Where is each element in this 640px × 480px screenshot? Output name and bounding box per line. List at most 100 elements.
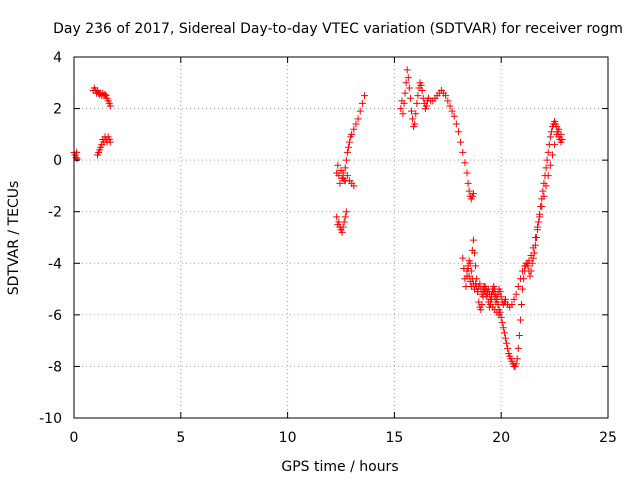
data-point [414, 92, 422, 100]
data-point [527, 267, 535, 275]
data-point [454, 128, 462, 136]
data-point [512, 360, 520, 368]
data-point [450, 112, 458, 120]
data-point [551, 141, 559, 149]
data-point [516, 316, 524, 324]
data-point [558, 136, 566, 144]
data-point [342, 156, 350, 164]
data-point [515, 331, 523, 339]
x-tick-label: 10 [279, 430, 297, 446]
data-point [514, 282, 522, 290]
data-point [493, 295, 501, 303]
data-point [513, 355, 521, 363]
data-point [101, 90, 109, 98]
data-point [514, 344, 522, 352]
data-point [540, 192, 548, 200]
data-point [508, 301, 516, 309]
x-tick-labels: 0 5 10 15 20 25 [70, 430, 617, 446]
data-point [490, 288, 498, 296]
data-point [348, 130, 356, 138]
data-point [468, 275, 476, 283]
y-tick-label: 0 [53, 153, 62, 169]
data-point [542, 182, 550, 190]
data-point [469, 236, 477, 244]
data-point [536, 213, 544, 221]
data-point [544, 148, 552, 156]
x-tick-label: 20 [492, 430, 510, 446]
data-point [417, 81, 425, 89]
data-point [544, 172, 552, 180]
data-point [463, 169, 471, 177]
data-point [471, 249, 478, 257]
data-point [399, 110, 407, 118]
data-point [356, 107, 364, 115]
data-point [555, 125, 563, 133]
data-point [442, 92, 450, 100]
data-point [519, 285, 527, 293]
data-point [333, 213, 341, 221]
data-point [403, 66, 411, 74]
x-tick-label: 15 [385, 430, 403, 446]
data-point [531, 234, 539, 241]
data-point [557, 130, 565, 138]
data-point [334, 161, 342, 169]
y-tick-label: -2 [48, 205, 62, 221]
data-point [346, 138, 354, 146]
data-point [409, 115, 417, 123]
data-point [336, 179, 344, 187]
data-point [543, 156, 551, 164]
chart-title: Day 236 of 2017, Sidereal Day-to-day VTE… [53, 21, 623, 37]
data-point [527, 252, 535, 260]
data-point [354, 115, 362, 123]
data-point [547, 128, 555, 136]
data-point [503, 339, 511, 347]
data-point [338, 228, 346, 236]
data-point [459, 254, 467, 262]
data-point [106, 102, 114, 110]
x-tick-label: 0 [70, 430, 79, 446]
data-point [342, 208, 350, 216]
data-point [464, 262, 472, 270]
data-point [413, 99, 421, 107]
data-point [519, 267, 527, 275]
data-point [501, 334, 509, 342]
data-point [480, 282, 488, 290]
data-point [535, 218, 543, 226]
data-point [350, 182, 358, 190]
data-point [548, 151, 556, 159]
y-tick-labels: -10 -8 -6 -4 -2 0 2 4 [39, 50, 62, 427]
data-point [352, 120, 360, 128]
data-point [340, 218, 348, 226]
data-point [412, 110, 420, 118]
y-tick-label: -6 [48, 308, 62, 324]
data-point [497, 293, 505, 301]
data-point [472, 262, 480, 270]
data-point [341, 164, 349, 172]
data-point [350, 125, 358, 133]
y-tick-label: -8 [48, 359, 62, 375]
data-point [517, 301, 525, 309]
data-point [538, 203, 546, 211]
data-point [500, 329, 508, 337]
data-point [497, 313, 505, 321]
data-point [406, 94, 414, 102]
data-point [446, 102, 454, 110]
y-axis-label: SDTVAR / TECUs [6, 181, 22, 296]
data-point [465, 187, 473, 195]
data-points [70, 66, 566, 370]
data-point [461, 159, 469, 167]
data-point [343, 148, 351, 156]
data-point [360, 92, 368, 100]
x-tick-label: 25 [599, 430, 617, 446]
data-point [73, 155, 81, 163]
data-point [516, 275, 524, 283]
data-point [464, 179, 472, 187]
data-point [404, 74, 412, 82]
data-point [397, 105, 405, 113]
data-point [418, 87, 426, 95]
data-point [452, 120, 460, 128]
data-point [358, 99, 366, 107]
data-point [422, 102, 430, 110]
data-point [504, 344, 512, 352]
plot-frame [73, 56, 609, 419]
